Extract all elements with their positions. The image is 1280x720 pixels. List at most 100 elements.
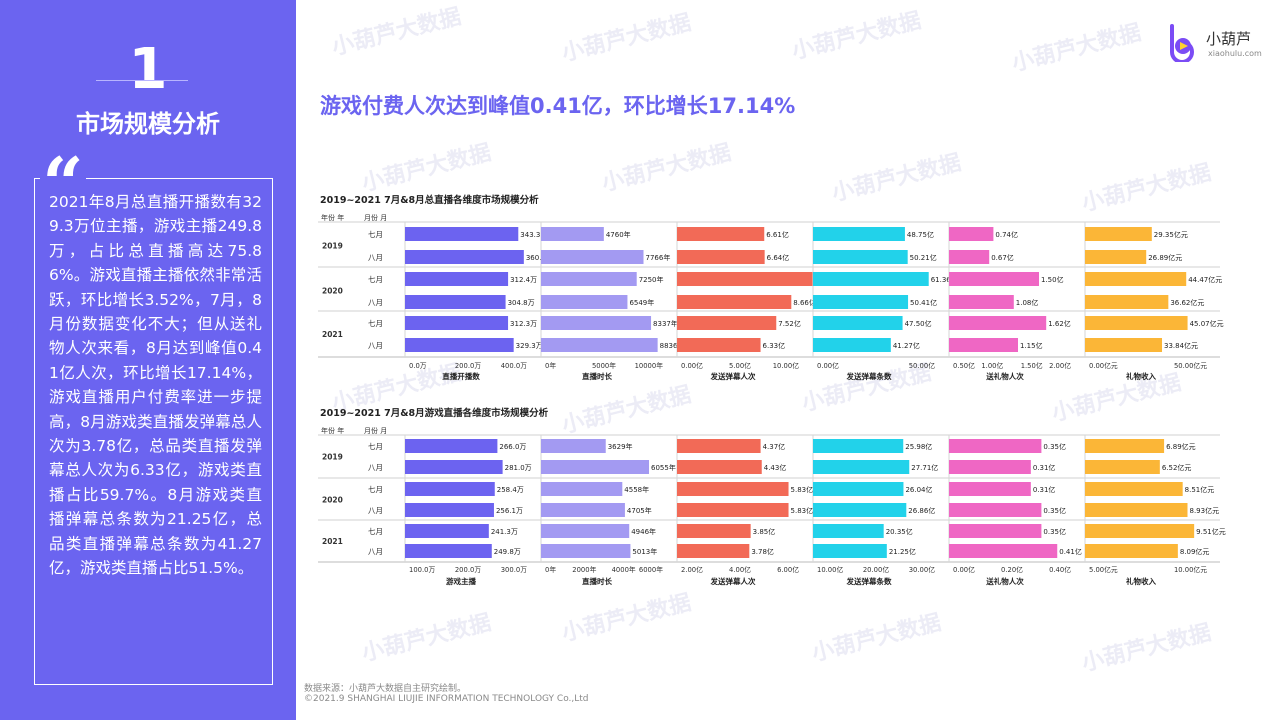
- tick-label: 5000年: [592, 361, 616, 370]
- data-label: 33.84亿元: [1164, 341, 1198, 350]
- tick-label: 5.00亿: [729, 361, 751, 370]
- tick-label: 200.0万: [455, 566, 481, 574]
- tick-label: 4.00亿: [729, 565, 751, 574]
- data-label: 4558年: [624, 485, 649, 494]
- data-label: 6.33亿: [763, 341, 786, 350]
- month-label: 八月: [368, 253, 383, 262]
- bar: [949, 439, 1042, 453]
- bar: [677, 482, 789, 496]
- bar: [1085, 316, 1188, 330]
- bar: [949, 524, 1042, 538]
- section-number: 1: [128, 37, 168, 102]
- month-label: 七月: [368, 319, 383, 328]
- bar: [1085, 524, 1195, 538]
- bar: [541, 316, 652, 330]
- bar: [405, 338, 514, 352]
- tick-label: 400.0万: [501, 362, 527, 370]
- tick-label: 0.50亿: [953, 361, 975, 370]
- bar: [405, 439, 498, 453]
- data-label: 8337年: [653, 319, 678, 328]
- data-label: 0.31亿: [1033, 485, 1056, 494]
- tick-label: 0.00亿: [953, 565, 975, 574]
- month-label: 八月: [368, 547, 383, 556]
- tick-label: 1.00亿: [981, 361, 1003, 370]
- bar: [1085, 544, 1178, 558]
- data-label: 3629年: [608, 442, 633, 451]
- bar: [813, 503, 907, 517]
- bar: [541, 295, 628, 309]
- tick-label: 0.0万: [409, 362, 427, 370]
- tick-label: 4000年: [612, 565, 636, 574]
- tick-label: 6.00亿: [777, 565, 799, 574]
- data-label: 1.15亿: [1020, 341, 1043, 350]
- tick-label: 10.00亿: [817, 565, 843, 574]
- bar: [1085, 250, 1147, 264]
- bar: [677, 524, 751, 538]
- header-year-label: 年份 年: [321, 213, 344, 222]
- data-label: 8.66亿: [793, 298, 816, 307]
- month-label: 七月: [368, 442, 383, 451]
- bar: [1085, 272, 1187, 286]
- tick-label: 50.00亿: [909, 361, 935, 370]
- bar: [949, 482, 1031, 496]
- data-label: 61.36亿: [931, 275, 958, 284]
- bar: [813, 316, 903, 330]
- data-label: 21.25亿: [889, 547, 916, 556]
- data-label: 5013年: [632, 547, 657, 556]
- tick-label: 0.00亿: [681, 361, 703, 370]
- footer-copyright: ©2021.9 SHANGHAI LIUJIE INFORMATION TECH…: [304, 694, 589, 704]
- bar: [677, 272, 816, 286]
- year-label: 2021: [322, 330, 343, 339]
- panel-axis-title: 发送弹幕条数: [846, 371, 892, 381]
- data-label: 312.3万: [510, 320, 537, 328]
- panel-axis-title: 送礼物人次: [985, 371, 1024, 381]
- year-label: 2021: [322, 537, 343, 546]
- data-label: 0.35亿: [1043, 527, 1066, 536]
- data-label: 0.35亿: [1043, 442, 1066, 451]
- year-label: 2019: [322, 242, 343, 251]
- data-label: 256.1万: [496, 507, 523, 515]
- bar: [949, 227, 994, 241]
- data-label: 241.3万: [491, 528, 518, 536]
- data-label: 8.93亿元: [1190, 506, 1220, 515]
- bar: [1085, 482, 1183, 496]
- panel-axis-title: 发送弹幕人次: [710, 371, 756, 381]
- bar: [541, 272, 637, 286]
- tick-label: 0年: [545, 565, 556, 574]
- tick-label: 2000年: [572, 565, 596, 574]
- data-label: 29.35亿元: [1154, 230, 1188, 239]
- bar: [541, 460, 650, 474]
- data-label: 47.50亿: [905, 319, 932, 328]
- section-title: 市场规模分析: [76, 110, 220, 138]
- bar: [405, 295, 506, 309]
- data-label: 4760年: [606, 230, 631, 239]
- bar: [405, 272, 509, 286]
- data-label: 266.0万: [499, 443, 526, 451]
- tick-label: 0.00亿: [817, 361, 839, 370]
- data-label: 26.86亿: [908, 506, 935, 515]
- data-label: 26.04亿: [905, 485, 932, 494]
- panel-axis-title: 礼物收入: [1126, 371, 1156, 381]
- data-label: 6549年: [629, 298, 654, 307]
- panel-axis-title: 游戏主播: [446, 576, 476, 586]
- tick-label: 1.50亿: [1021, 361, 1043, 370]
- data-label: 20.35亿: [886, 527, 913, 536]
- data-label: 6055年: [651, 463, 676, 472]
- bar: [405, 482, 495, 496]
- data-label: 4.43亿: [764, 463, 787, 472]
- tick-label: 10.00亿元: [1174, 565, 1207, 574]
- data-label: 8836年: [660, 341, 685, 350]
- data-label: 304.8万: [508, 299, 535, 307]
- data-label: 3.85亿: [753, 527, 776, 536]
- data-label: 0.74亿: [995, 230, 1018, 239]
- bar: [1085, 503, 1188, 517]
- bar: [405, 524, 489, 538]
- tick-label: 30.00亿: [909, 565, 935, 574]
- data-label: 5.83亿: [791, 485, 814, 494]
- bar: [1085, 295, 1169, 309]
- bar: [405, 250, 524, 264]
- bar: [541, 482, 623, 496]
- data-label: 6.89亿元: [1166, 442, 1196, 451]
- data-label: 0.41亿: [1059, 547, 1082, 556]
